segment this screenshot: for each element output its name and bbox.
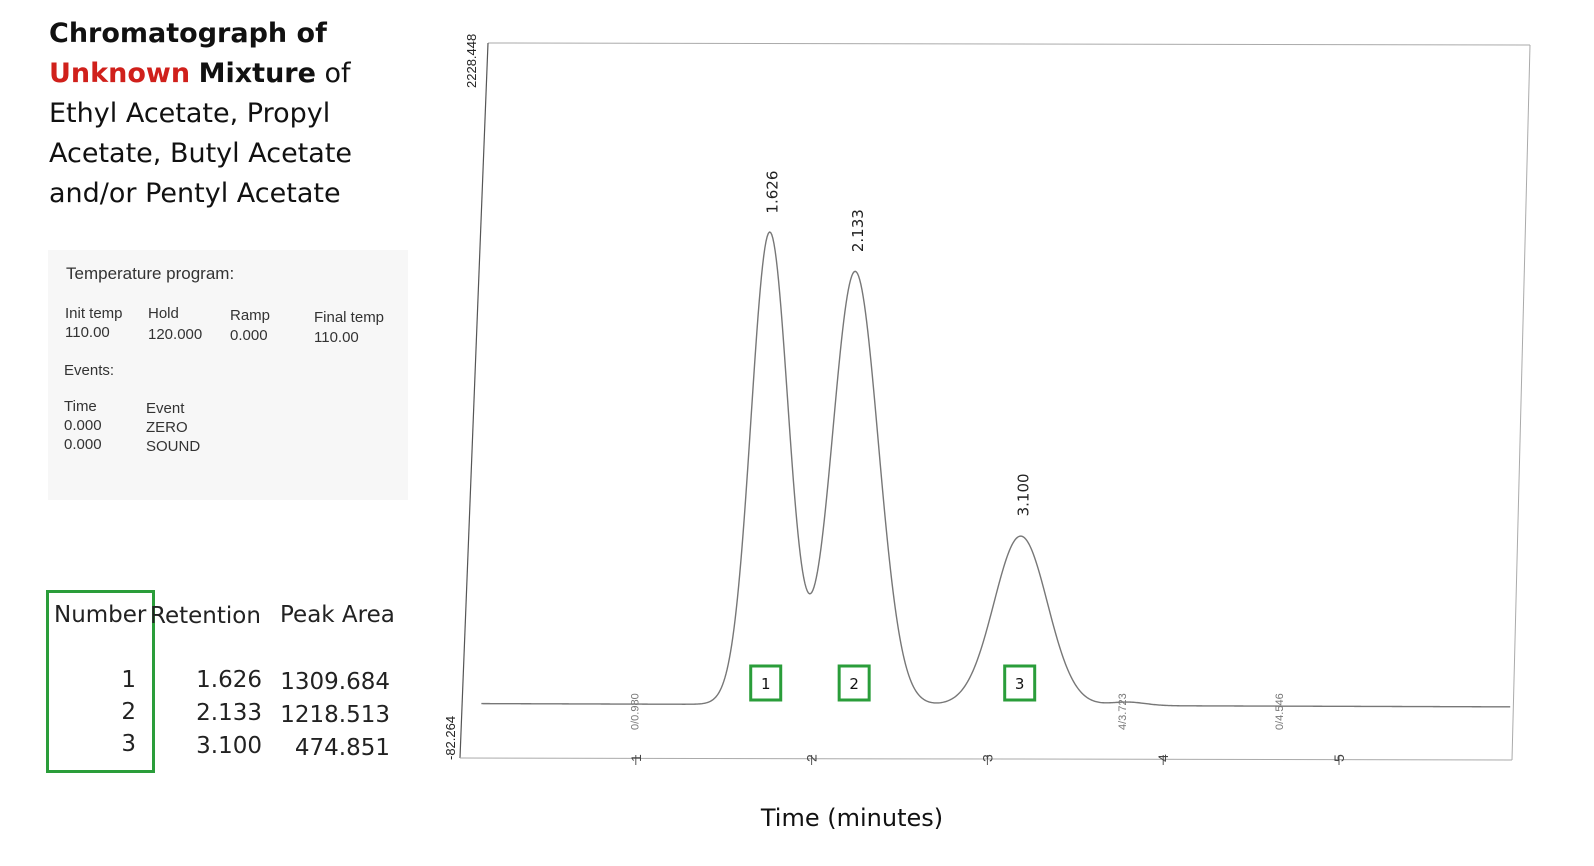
peak-retention-label: 2.133 [849, 209, 867, 252]
minor-peak-label: 0/0.980 [629, 693, 641, 730]
x-tick-label: 5 [1331, 754, 1347, 762]
x-tick-label: 3 [979, 754, 995, 762]
table-cell-retention: 2.133 [196, 700, 262, 726]
events-header-time: Time [64, 398, 97, 415]
table-cell-retention: 1.626 [196, 667, 262, 693]
tp-header-hold: Hold [148, 305, 179, 322]
minor-peak-label: 0/4.546 [1274, 693, 1286, 730]
peak-number-box [1003, 664, 1037, 702]
table-header-peak-area: Peak Area [280, 602, 395, 628]
chart-title: Chromatograph of Unknown Mixture of Ethy… [49, 14, 429, 214]
tp-header-init-temp: Init temp [65, 305, 123, 322]
temperature-program-panel: Temperature program: Init temp Hold Ramp… [48, 250, 408, 500]
temperature-program-heading: Temperature program: [66, 264, 235, 283]
tp-value-ramp: 0.000 [230, 327, 268, 344]
title-line4: Acetate, Butyl Acetate [49, 138, 353, 169]
x-tick-label: 1 [628, 754, 644, 762]
events-header-event: Event [146, 400, 185, 417]
peak-number-box [749, 664, 783, 702]
events-heading: Events: [64, 362, 115, 379]
title-unknown: Unknown [49, 58, 191, 89]
minor-peak-labels: 0/0.980 4/3.723 0/4.546 [629, 693, 1285, 730]
title-line1: Chromatograph of [49, 18, 327, 49]
y-axis [459, 42, 489, 759]
number-column-highlight-box [46, 590, 155, 773]
minor-peak-label: 4/3.723 [1117, 693, 1129, 730]
title-of: of [324, 58, 351, 89]
peak-retention-label: 1.626 [764, 171, 782, 214]
x-ticks: 1 2 3 4 5 [628, 754, 1347, 765]
frame-right [1511, 44, 1531, 761]
table-cell-number: 3 [121, 731, 136, 757]
x-tick-label: 2 [804, 754, 820, 762]
title-line5: and/or Pentyl Acetate [49, 178, 341, 209]
table-cell-retention: 3.100 [196, 733, 262, 759]
table-cell-number: 1 [121, 667, 136, 693]
x-axis-label: Time (minutes) [760, 804, 943, 832]
y-axis-top-label: 2228.448 [464, 34, 479, 88]
peak-number-label: 1 [761, 675, 771, 693]
peak-number-label: 3 [1015, 675, 1025, 693]
peak-table: Number Retention Peak Area 1 1.626 1309.… [46, 590, 416, 775]
peak-retention-label: 3.100 [1015, 473, 1033, 516]
table-cell-area: 474.851 [294, 735, 390, 761]
peak-number-box [837, 664, 871, 702]
tp-header-ramp: Ramp [230, 307, 271, 324]
event-name: ZERO [146, 419, 188, 436]
table-header-number: Number [54, 602, 147, 628]
tp-header-final-temp: Final temp [314, 309, 385, 326]
table-header-retention: Retention [150, 603, 261, 629]
table-cell-area: 1309.684 [280, 669, 390, 695]
event-time: 0.000 [64, 417, 102, 434]
event-time: 0.000 [64, 436, 102, 453]
table-cell-number: 2 [121, 699, 136, 725]
tp-value-init-temp: 110.00 [65, 324, 110, 341]
x-tick-label: 4 [1155, 754, 1171, 762]
title-line3: Ethyl Acetate, Propyl [49, 98, 331, 129]
tp-value-final-temp: 110.00 [314, 329, 359, 346]
peak-number-label: 2 [849, 675, 859, 693]
chromatogram-trace [481, 231, 1511, 708]
peak-labels: 1.626 2.133 3.100 [764, 171, 1033, 517]
frame-top [487, 42, 1531, 46]
peak-number-boxes: 1 2 3 [749, 664, 1037, 702]
title-mixture: Mixture [198, 58, 316, 89]
table-cell-area: 1218.513 [280, 702, 390, 728]
tp-value-hold: 120.000 [148, 326, 203, 343]
event-name: SOUND [146, 438, 201, 455]
y-axis-bottom-label: -82.264 [443, 716, 458, 760]
